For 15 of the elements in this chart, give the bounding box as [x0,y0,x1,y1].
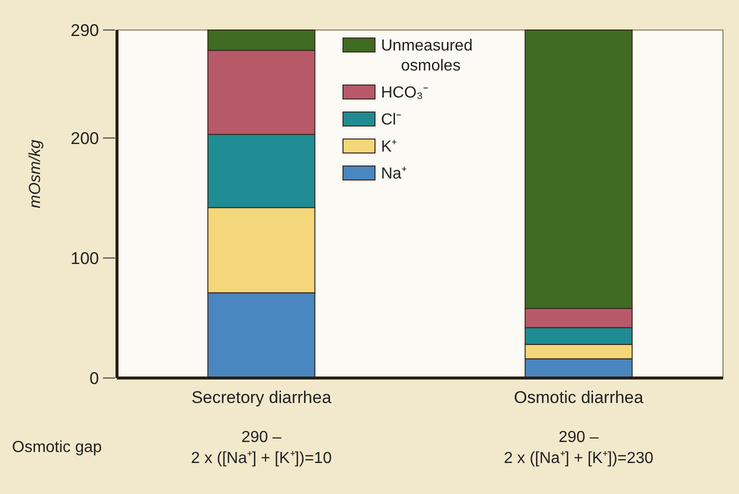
legend-label: HCO₃⁻ [381,84,428,102]
text: 290 – 2 x ([Na⁺] + [K⁺])=230 [504,429,654,467]
y-tick-label: 100 [70,248,99,268]
legend-label: K⁺ [381,138,397,156]
text: 290 – 2 x ([Na⁺] + [K⁺])=10 [190,429,332,467]
x-tick-label: Secretory diarrhea [191,388,332,407]
legend-label: Cl⁻ [381,112,402,129]
legend-label: Na⁺ [381,166,406,183]
legend-label: Unmeasured osmoles [381,38,473,75]
x-tick-label: Osmotic diarrhea [514,388,644,407]
y-tick-label: 200 [70,128,99,148]
text: Osmotic gap [12,439,102,456]
y-tick-label: 290 [70,20,99,40]
y-tick-label: 0 [90,368,99,388]
y-axis-title: mOsm/kg [27,140,44,208]
